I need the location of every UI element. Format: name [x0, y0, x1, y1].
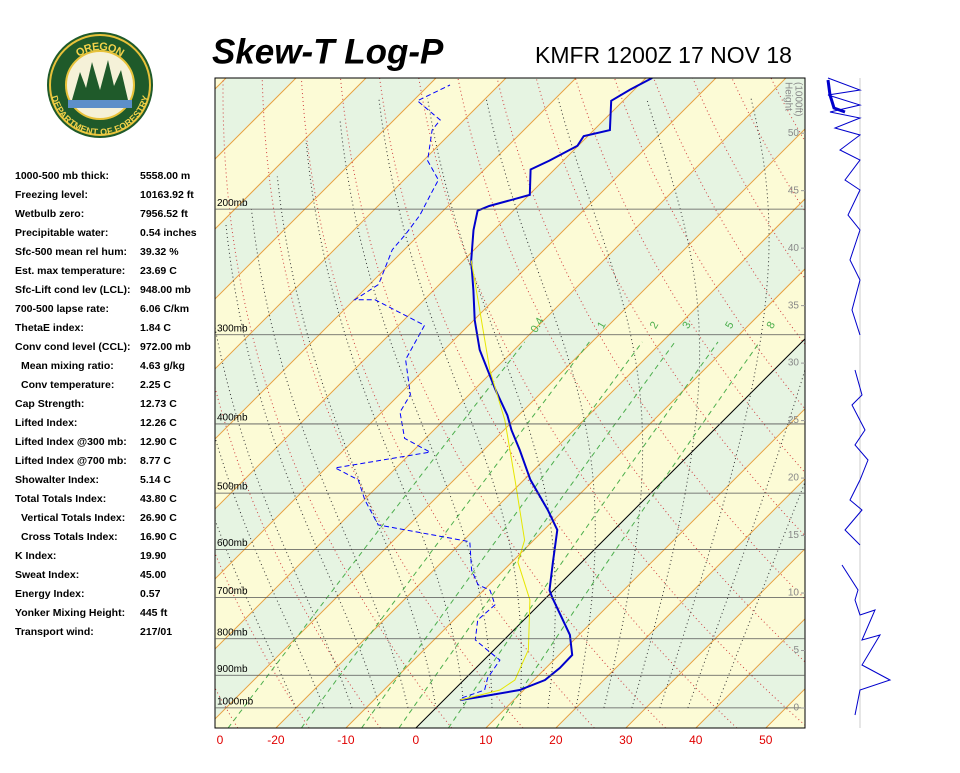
stat-label: Est. max temperature:	[15, 265, 125, 277]
stat-label: Wetbulb zero:	[15, 208, 84, 220]
pressure-label: 600mb	[217, 538, 248, 549]
stat-value: 8.77 C	[140, 455, 171, 467]
stat-value: 12.90 C	[140, 436, 177, 448]
height-tick-label: 10	[788, 588, 800, 599]
x-tick-label: -10	[337, 733, 355, 747]
stat-value: 0.54 inches	[140, 227, 197, 239]
height-axis-label: Height	[782, 82, 793, 111]
stat-value: 1.84 C	[140, 322, 171, 334]
stat-label: Freezing level:	[15, 189, 88, 201]
dry-adiabat	[810, 78, 960, 728]
stat-label: Sfc-Lift cond lev (LCL):	[15, 284, 131, 296]
stat-value: 6.06 C/km	[140, 303, 189, 315]
height-tick-label: 50	[788, 128, 800, 139]
x-tick-label: 0	[217, 733, 224, 747]
barb-lower	[842, 565, 890, 715]
stat-label: Total Totals Index:	[15, 493, 106, 505]
stat-label: Yonker Mixing Height:	[15, 607, 125, 619]
barb-mid	[845, 370, 868, 545]
stat-label: Showalter Index:	[15, 474, 99, 486]
height-tick-label: 5	[793, 645, 799, 656]
stat-value: 45.00	[140, 569, 166, 581]
x-tick-label: 30	[619, 733, 633, 747]
x-tick-label: 50	[759, 733, 773, 747]
stat-label: Energy Index:	[15, 588, 84, 600]
height-tick-label: 45	[788, 185, 800, 196]
stat-label: Sweat Index:	[15, 569, 79, 581]
stat-value: 2.25 C	[140, 379, 171, 391]
pressure-label: 500mb	[217, 482, 248, 493]
chart-subtitle: KMFR 1200Z 17 NOV 18	[535, 42, 792, 68]
stat-value: 26.90 C	[140, 512, 177, 524]
pressure-label: 400mb	[217, 413, 248, 424]
stat-label: Transport wind:	[15, 626, 94, 638]
height-tick-label: 30	[788, 358, 800, 369]
height-tick-label: 20	[788, 473, 800, 484]
stat-value: 4.63 g/kg	[140, 360, 185, 372]
barb-flag	[828, 80, 845, 112]
pressure-label: 1000mb	[217, 697, 254, 708]
barb-upper	[828, 78, 860, 335]
stat-label: Precipitable water:	[15, 227, 108, 239]
height-tick-label: 35	[788, 300, 800, 311]
height-tick-label: 40	[788, 243, 800, 254]
stat-value: 16.90 C	[140, 531, 177, 543]
x-tick-label: -20	[267, 733, 285, 747]
stat-value: 445 ft	[140, 607, 168, 619]
stat-value: 19.90	[140, 550, 166, 562]
stat-label: Conv temperature:	[21, 379, 114, 391]
stat-label: 700-500 lapse rate:	[15, 303, 109, 315]
wind-barbs	[828, 78, 890, 728]
stat-value: 23.69 C	[140, 265, 177, 277]
stat-value: 0.57	[140, 588, 161, 600]
x-tick-label: 40	[689, 733, 703, 747]
stat-value: 948.00 mb	[140, 284, 191, 296]
stat-value: 10163.92 ft	[140, 189, 194, 201]
stat-value: 7956.52 ft	[140, 208, 188, 220]
chart-title: Skew-T Log-P	[212, 32, 444, 71]
stat-label: Cap Strength:	[15, 398, 84, 410]
stat-value: 12.73 C	[140, 398, 177, 410]
stat-label: Lifted Index @300 mb:	[15, 436, 127, 448]
logo-water	[68, 100, 132, 108]
stat-label: Mean mixing ratio:	[21, 360, 114, 372]
stat-value: 5558.00 m	[140, 170, 190, 182]
pressure-label: 800mb	[217, 627, 248, 638]
height-tick-label: 25	[788, 415, 800, 426]
stat-label: Vertical Totals Index:	[21, 512, 125, 524]
stat-value: 12.26 C	[140, 417, 177, 429]
height-tick-label: 15	[788, 530, 800, 541]
pressure-label: 900mb	[217, 664, 248, 675]
stat-value: 43.80 C	[140, 493, 177, 505]
pressure-label: 300mb	[217, 323, 248, 334]
stat-value: 39.32 %	[140, 246, 179, 258]
x-tick-label: 0	[413, 733, 420, 747]
stat-label: 1000-500 mb thick:	[15, 170, 109, 182]
stat-label: Cross Totals Index:	[21, 531, 118, 543]
stat-label: ThetaE index:	[15, 322, 84, 334]
stat-label: Lifted Index:	[15, 417, 77, 429]
logo: OREGON DEPARTMENT OF FORESTRY	[47, 32, 153, 138]
stat-label: Lifted Index @700 mb:	[15, 455, 127, 467]
stat-label: Conv cond level (CCL):	[15, 341, 131, 353]
pressure-label: 200mb	[217, 198, 248, 209]
pressure-label: 700mb	[217, 586, 248, 597]
x-tick-label: 20	[549, 733, 563, 747]
stat-value: 217/01	[140, 626, 172, 638]
stats-table: 1000-500 mb thick: 5558.00 m Freezing leve…	[15, 170, 197, 638]
stat-value: 5.14 C	[140, 474, 171, 486]
height-tick-label: 0	[793, 703, 799, 714]
x-tick-label: 10	[479, 733, 493, 747]
height-axis-label: (1000ft)	[792, 82, 803, 116]
stat-label: Sfc-500 mean rel hum:	[15, 246, 127, 258]
stat-value: 972.00 mb	[140, 341, 191, 353]
dry-adiabat	[888, 78, 960, 728]
stat-label: K Index:	[15, 550, 56, 562]
